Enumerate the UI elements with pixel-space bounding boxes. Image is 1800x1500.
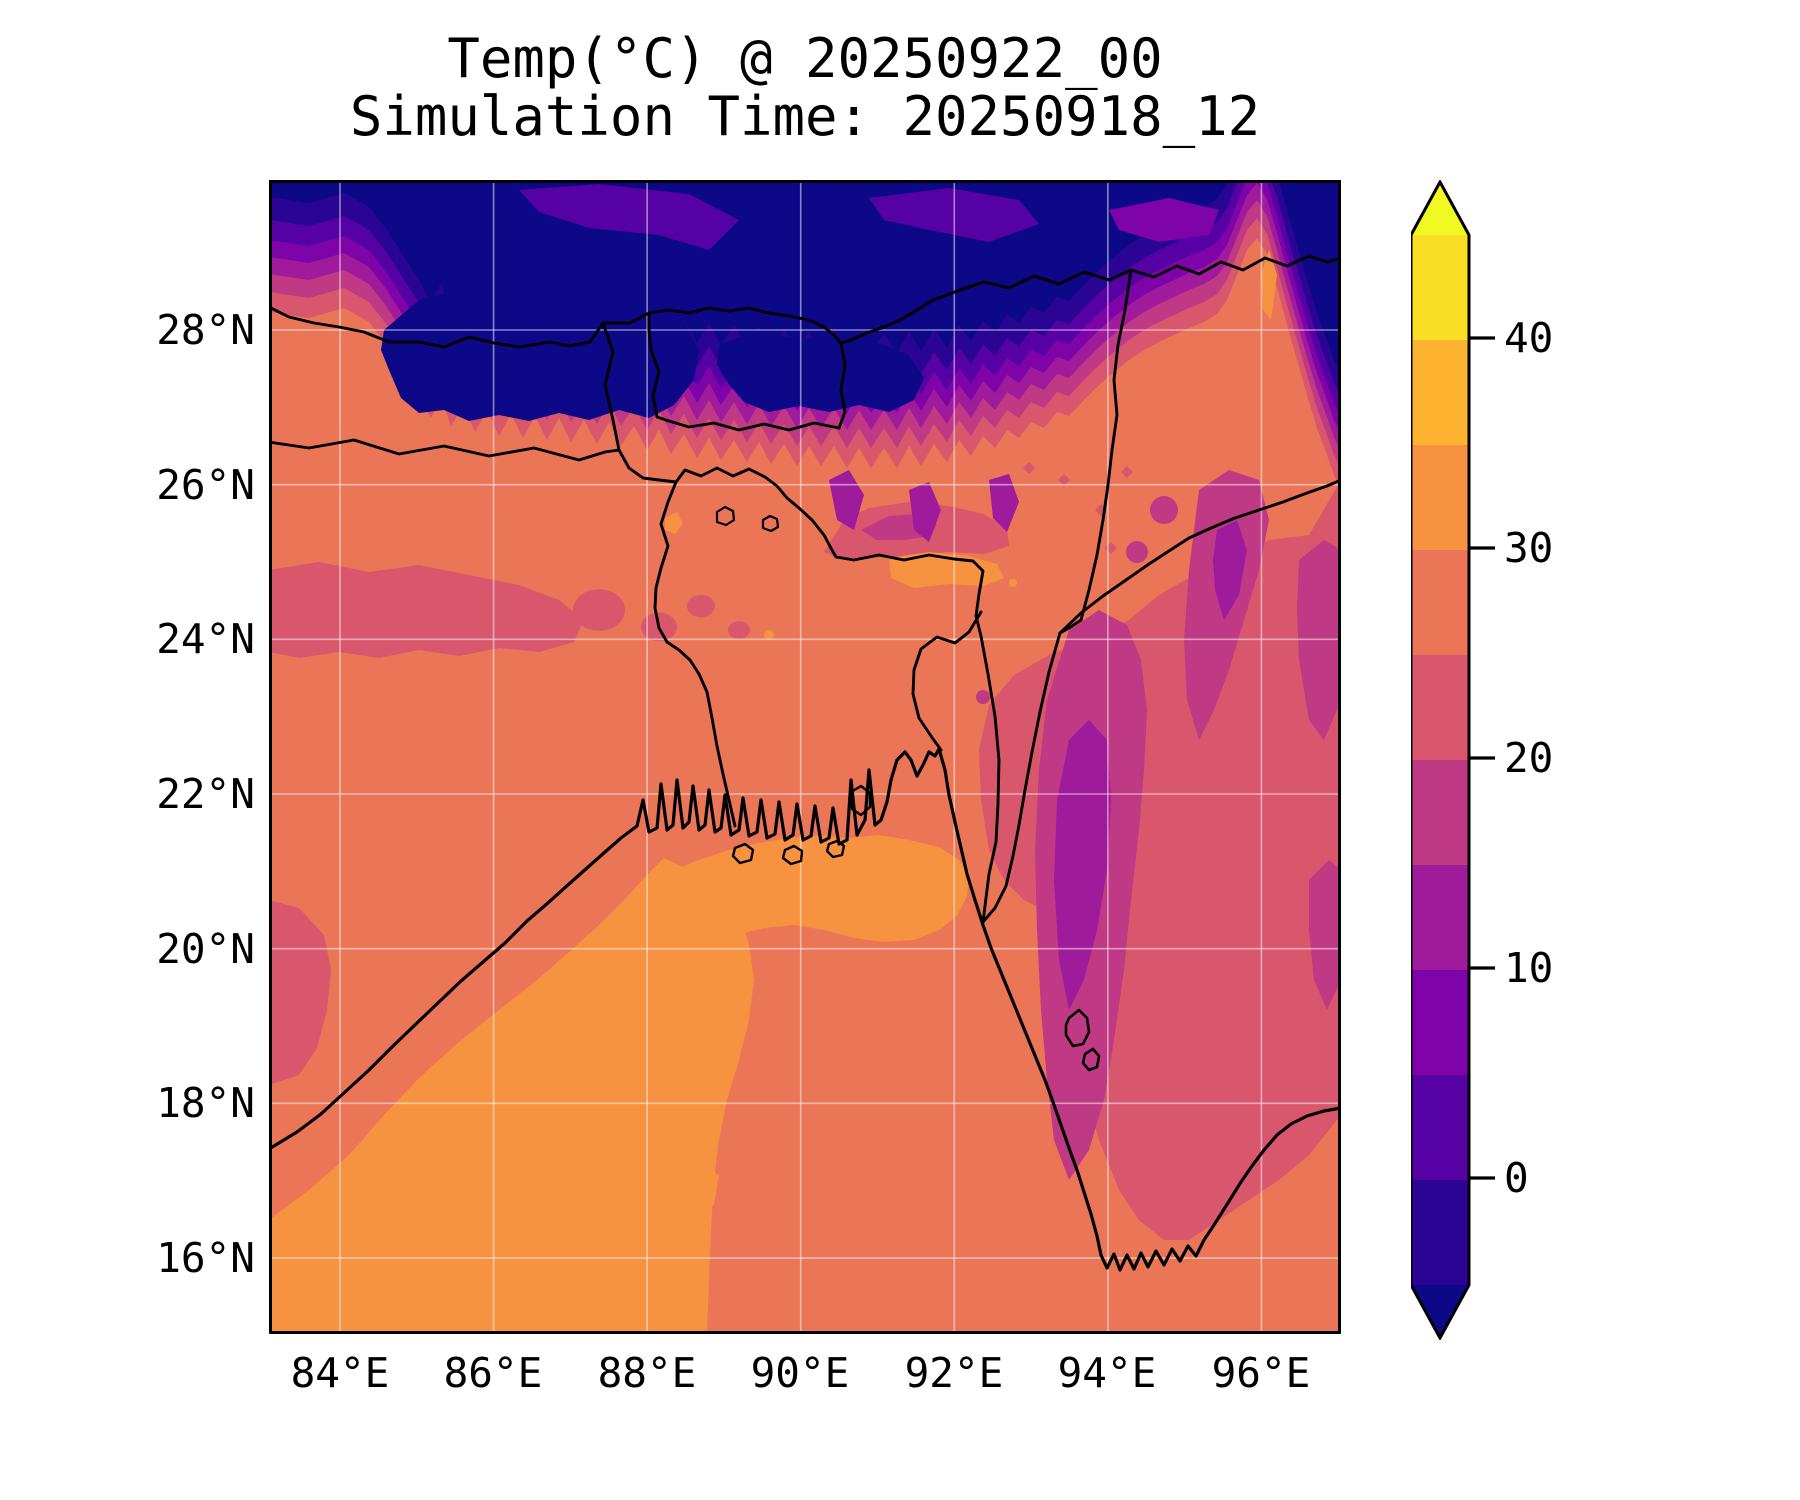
warm-sikkim-valley [665, 512, 683, 534]
warm-valley-streak [1261, 250, 1277, 320]
warm-sylhet-30-35 [889, 552, 1004, 588]
colorbar-band [1411, 550, 1469, 655]
strip-east-15-20b [1309, 860, 1341, 1010]
border-enclave-1 [715, 505, 736, 527]
y-tick-18n: 18°N [156, 1079, 255, 1127]
border-nepal-south [269, 438, 621, 462]
warm-patch-bottom [664, 1160, 719, 1215]
colorbar-tick-0: 0 [1504, 1154, 1529, 1202]
x-tick-84e: 84°E [290, 1349, 390, 1397]
colorbar-arrow-under [1411, 1285, 1469, 1338]
x-tick-88e: 88°E [597, 1349, 697, 1397]
island-ramree [1064, 1008, 1091, 1048]
plot-title: Temp(°C) @ 20250922_00 Simulation Time: 2… [269, 30, 1341, 146]
border-bhutan-south [655, 415, 841, 432]
border-bhutan-west [647, 311, 661, 419]
patch-west-blob [728, 621, 750, 639]
warm-speck [764, 630, 774, 640]
y-tick-22n: 22°N [156, 770, 255, 818]
core-chin-10-15 [1213, 520, 1247, 620]
colorbar-band [1411, 970, 1469, 1075]
y-tick-28n: 28°N [156, 306, 255, 354]
colorbar-band [1411, 1180, 1469, 1285]
island-cheduba [1081, 1047, 1101, 1072]
y-tick-26n: 26°N [156, 461, 255, 509]
border-arunachal-myanmar [1058, 268, 1133, 635]
island-bhola [849, 784, 872, 817]
y-tick-24n: 24°N [156, 615, 255, 663]
x-tick-90e: 90°E [750, 1349, 850, 1397]
x-tick-94e: 94°E [1057, 1349, 1157, 1397]
colorbar [1411, 180, 1495, 1340]
speck-15-20 [976, 690, 990, 704]
y-tick-20n: 20°N [156, 925, 255, 973]
island-sundarbans-3 [825, 839, 846, 859]
border-mizoram-myanmar [981, 631, 1062, 924]
colorbar-tick-20: 20 [1504, 734, 1554, 782]
border-sikkim [601, 321, 661, 482]
cold-core-sikkim-bhutan [717, 330, 924, 412]
colorbar-band [1411, 340, 1469, 445]
speck-15-20 [1150, 496, 1178, 524]
colorbar-band [1411, 865, 1469, 970]
x-tick-86e: 86°E [443, 1349, 543, 1397]
patch-ghats-20-25 [269, 900, 331, 1085]
colorbar-band [1411, 445, 1469, 550]
cold-finger-2 [909, 482, 941, 542]
warm-sea-sw-30-35 [269, 858, 754, 1334]
colorbar-band [1411, 235, 1469, 340]
map-area [269, 180, 1341, 1334]
patch-west-blob [573, 589, 625, 631]
warm-speck [1009, 579, 1017, 587]
speck-15-20 [1126, 541, 1148, 563]
core-arakan-10-15 [1054, 720, 1111, 1010]
colorbar-band [1411, 655, 1469, 760]
title-line2: Simulation Time: 20250918_12 [349, 85, 1261, 148]
coastline [269, 747, 1341, 1272]
colorbar-tick-10: 10 [1504, 944, 1554, 992]
border-bangladesh-north-east [674, 466, 1001, 924]
temperature-contour-map [269, 180, 1341, 1334]
patch-west-blob [687, 594, 715, 618]
title-line1: Temp(°C) @ 20250922_00 [447, 27, 1163, 90]
colorbar-arrow-over [1411, 182, 1469, 235]
border-tripura [911, 610, 983, 752]
x-tick-96e: 96°E [1211, 1349, 1311, 1397]
island-sundarbans-2 [781, 844, 804, 866]
map-spine [269, 180, 1341, 1334]
border-bhutan-east [837, 341, 847, 430]
cold-core-nepal [381, 288, 699, 421]
colorbar-tick-40: 40 [1504, 314, 1554, 362]
border-enclave-2 [761, 514, 780, 533]
himalaya-band-below-minus5 [269, 180, 1341, 375]
island-sundarbans-1 [731, 842, 755, 865]
valley-speck-20-25 [1023, 462, 1035, 474]
border-himalaya-crest [269, 254, 1341, 349]
colorbar-tick-30: 30 [1504, 524, 1554, 572]
y-tick-16n: 16°N [156, 1234, 255, 1282]
border-manipur-myanmar [1058, 478, 1341, 635]
top-variegation-3 [1109, 198, 1219, 242]
patch-west-20-25 [269, 562, 584, 658]
colorbar-band [1411, 1075, 1469, 1180]
x-tick-92e: 92°E [904, 1349, 1004, 1397]
top-variegation-1 [519, 184, 739, 250]
cold-finger-3 [989, 474, 1019, 532]
colorbar-band [1411, 760, 1469, 865]
valley-speck-20-25 [1121, 466, 1133, 478]
colorbar-outline [1411, 180, 1471, 1340]
valley-speck-20-25 [1058, 474, 1070, 486]
border-bangladesh-west [653, 478, 737, 828]
